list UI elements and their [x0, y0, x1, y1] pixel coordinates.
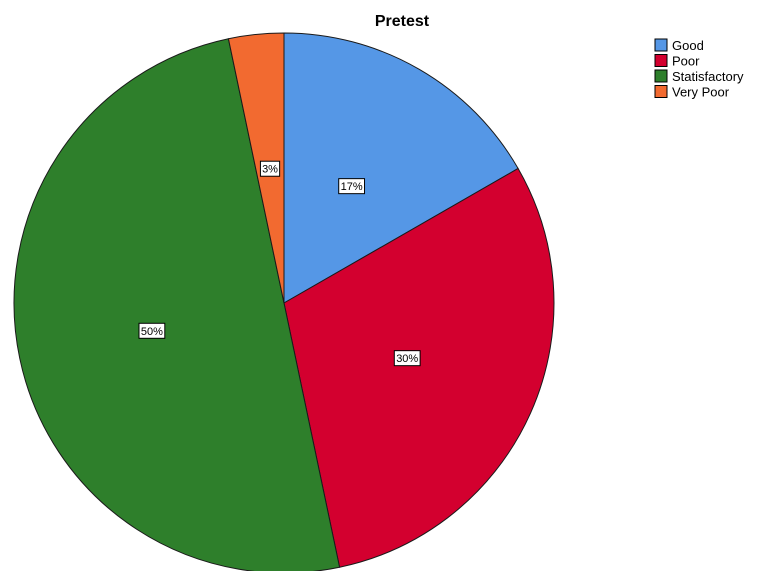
legend-item-poor: Poor: [654, 54, 700, 69]
legend-label: Very Poor: [672, 85, 730, 100]
data-label-statisfactory: 50%: [138, 322, 166, 339]
pie-slice-statisfactory: [13, 38, 341, 574]
legend-swatch: [654, 38, 668, 52]
data-label-box: [259, 160, 281, 177]
data-label-good: 17%: [338, 178, 366, 195]
data-label-box: [393, 350, 421, 367]
chart-title: Pretest: [375, 13, 430, 30]
legend-label: Statisfactory: [672, 69, 744, 84]
data-label-text: 17%: [341, 181, 363, 193]
legend-item-statisfactory: Statisfactory: [654, 69, 744, 84]
legend-item-good: Good: [654, 38, 704, 53]
data-label-text: 3%: [262, 164, 278, 176]
data-label-text: 50%: [141, 326, 163, 338]
pie-data-labels: 17% 30% 50% 3%: [138, 160, 421, 367]
pie-slices: [13, 32, 555, 574]
legend-swatch: [654, 85, 668, 98]
legend-item-very-poor: Very Poor: [654, 85, 730, 100]
data-label-box: [338, 178, 366, 195]
legend-swatch: [654, 69, 668, 83]
pie-slice-good: [283, 32, 519, 304]
data-label-poor: 30%: [393, 350, 421, 367]
pie-slice-very-poor: [227, 32, 285, 304]
legend-label: Good: [672, 38, 704, 53]
pie-slice-poor: [283, 167, 555, 568]
data-label-text: 30%: [396, 353, 418, 365]
data-label-box: [138, 322, 166, 339]
legend-label: Poor: [672, 54, 700, 69]
data-label-very-poor: 3%: [259, 160, 281, 177]
legend-swatch: [654, 54, 668, 67]
